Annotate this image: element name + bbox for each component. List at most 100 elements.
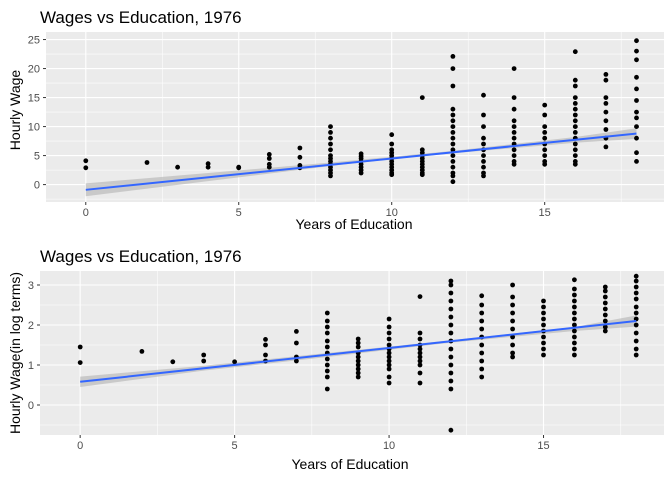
data-point xyxy=(572,322,577,328)
x-tick-label: 0 xyxy=(77,440,83,452)
data-point xyxy=(633,278,639,284)
data-point xyxy=(572,106,578,112)
data-point xyxy=(511,147,517,153)
data-point xyxy=(542,124,548,129)
data-point xyxy=(572,310,577,316)
data-point xyxy=(450,118,456,124)
data-point xyxy=(448,282,454,288)
x-tick-label: 5 xyxy=(236,207,242,219)
data-point xyxy=(201,358,207,364)
x-tick-label: 15 xyxy=(537,440,549,452)
data-point xyxy=(205,164,211,170)
data-point xyxy=(201,352,207,358)
y-axis-label: Hourly Wage xyxy=(7,70,23,151)
data-point xyxy=(572,334,577,340)
data-point xyxy=(572,95,578,100)
data-point xyxy=(236,165,242,171)
data-point xyxy=(450,164,456,170)
data-point xyxy=(634,150,639,156)
data-point xyxy=(572,141,578,147)
data-point xyxy=(633,330,639,336)
data-point xyxy=(175,164,181,170)
x-tick-label: 10 xyxy=(383,440,395,452)
axes: 0 5 10 15 0 5 10 15 20 25 xyxy=(28,35,551,219)
data-point xyxy=(572,352,577,358)
data-point xyxy=(389,141,395,147)
data-point xyxy=(448,386,454,392)
data-point xyxy=(450,54,456,59)
data-point xyxy=(328,141,333,147)
data-point xyxy=(542,130,548,135)
data-point xyxy=(324,318,330,324)
data-point xyxy=(572,340,577,346)
data-point xyxy=(542,102,548,108)
y-axis-label: Hourly Wage(in log terms) xyxy=(7,272,23,434)
data-point xyxy=(511,118,517,124)
data-point xyxy=(448,346,454,352)
data-point xyxy=(386,354,392,360)
data-point xyxy=(510,334,515,340)
data-point xyxy=(479,318,485,324)
data-point xyxy=(448,370,454,376)
data-point xyxy=(510,302,515,308)
y-tick-label: 25 xyxy=(28,35,40,47)
data-point xyxy=(481,112,486,118)
data-point xyxy=(602,284,608,290)
data-point xyxy=(355,366,361,372)
data-point xyxy=(542,153,548,159)
data-point xyxy=(541,316,546,322)
data-point xyxy=(634,109,639,115)
data-point xyxy=(328,173,333,179)
data-point xyxy=(450,173,456,179)
y-tick-label: 1 xyxy=(28,360,34,372)
data-point xyxy=(572,328,577,334)
data-point xyxy=(448,322,454,328)
data-point xyxy=(419,172,425,178)
data-point xyxy=(386,342,392,348)
data-point xyxy=(603,101,609,106)
data-point xyxy=(417,354,423,360)
data-point xyxy=(572,292,577,298)
data-point xyxy=(358,170,364,176)
data-point xyxy=(324,362,330,368)
data-point xyxy=(572,77,578,83)
data-point xyxy=(386,316,392,322)
data-point xyxy=(511,130,517,135)
data-point xyxy=(633,310,639,316)
data-point xyxy=(634,86,639,92)
data-point xyxy=(324,356,330,362)
data-point xyxy=(450,159,456,164)
data-point xyxy=(541,322,546,328)
data-point xyxy=(355,370,361,376)
data-point xyxy=(448,378,454,384)
data-point xyxy=(450,147,456,153)
data-point xyxy=(603,77,609,83)
data-point xyxy=(603,144,609,150)
data-point xyxy=(417,346,423,352)
data-point xyxy=(479,326,485,332)
data-point xyxy=(324,374,330,380)
data-point xyxy=(603,109,609,115)
data-point xyxy=(417,294,423,299)
data-point xyxy=(511,106,517,112)
data-point xyxy=(324,330,330,336)
data-point xyxy=(448,354,454,360)
data-point xyxy=(602,294,608,300)
data-point xyxy=(417,330,423,336)
trend-line xyxy=(85,132,637,191)
data-point xyxy=(603,118,609,124)
data-point xyxy=(602,306,608,312)
data-point xyxy=(572,298,577,304)
data-point xyxy=(634,135,639,141)
y-tick-label: 15 xyxy=(28,93,40,105)
data-point xyxy=(634,115,639,121)
data-point xyxy=(541,304,546,310)
data-point xyxy=(633,290,639,296)
data-point xyxy=(355,362,361,368)
data-point xyxy=(232,359,238,365)
data-point xyxy=(266,152,272,157)
data-point xyxy=(633,338,639,344)
data-point xyxy=(481,135,486,141)
data-point xyxy=(510,294,515,300)
data-point xyxy=(481,173,486,179)
